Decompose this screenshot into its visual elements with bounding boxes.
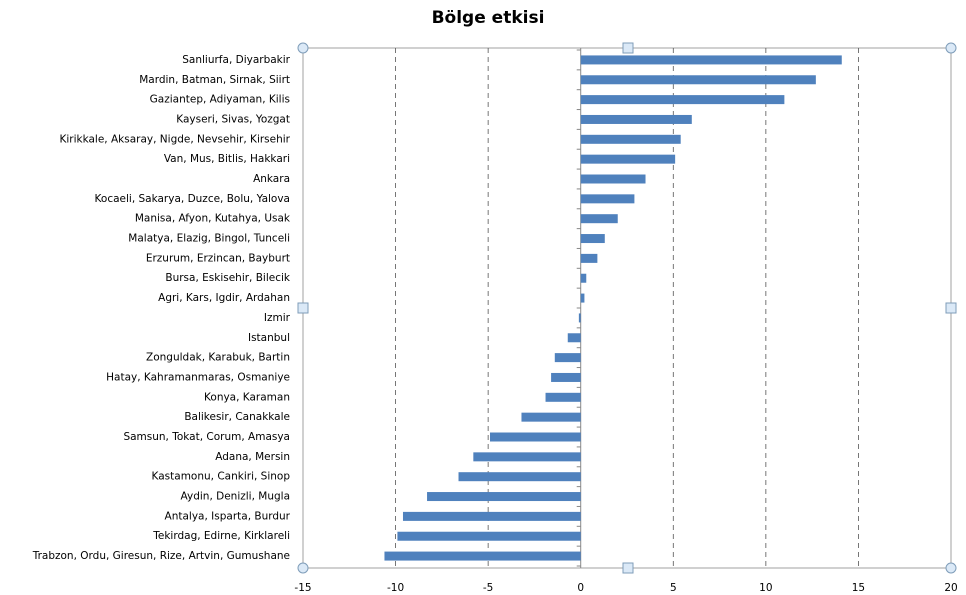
handle (297, 42, 309, 54)
y-tick-label: Aydin, Denizli, Mugla (181, 491, 290, 503)
bar (580, 194, 635, 204)
y-tick-label: Sanliurfa, Diyarbakir (182, 54, 290, 66)
y-tick-label: Antalya, Isparta, Burdur (165, 510, 291, 522)
bar (580, 75, 816, 85)
bar (580, 293, 585, 303)
bar (384, 551, 581, 561)
y-tick-label: Zonguldak, Karabuk, Bartin (146, 352, 290, 364)
bar (580, 154, 676, 164)
bar (580, 55, 842, 65)
chart-title: Bölge etkisi (432, 8, 545, 28)
handle (945, 42, 957, 54)
y-tick-label: Kayseri, Sivas, Yozgat (176, 113, 290, 125)
bar (545, 392, 581, 402)
y-tick-label: Konya, Karaman (204, 391, 290, 403)
y-tick-label: Agri, Kars, Igdir, Ardahan (158, 292, 290, 304)
handle (945, 562, 957, 574)
x-tick-label: -10 (387, 582, 404, 594)
y-tick-label: Kastamonu, Cankiri, Sinop (152, 471, 291, 483)
bar (554, 353, 581, 363)
bar (551, 372, 581, 382)
y-tick-label: Balikesir, Canakkale (184, 411, 290, 423)
y-tick-label: Kirikkale, Aksaray, Nigde, Nevsehir, Kir… (59, 133, 290, 145)
bar (580, 234, 605, 244)
bar (580, 134, 681, 144)
bar (578, 313, 581, 323)
x-tick-label: 10 (759, 582, 772, 594)
bar (402, 511, 581, 521)
y-tick-label: Ankara (253, 173, 290, 185)
chart-frame (302, 47, 952, 569)
bar (580, 214, 618, 224)
handle (622, 42, 634, 54)
x-tick-label: 20 (944, 582, 957, 594)
x-tick-label: 0 (577, 582, 584, 594)
y-tick-label: Izmir (264, 312, 291, 324)
bar (580, 95, 785, 105)
y-tick-label: Tekirdag, Edirne, Kirklareli (152, 530, 290, 542)
y-tick-label: Adana, Mersin (215, 451, 290, 463)
y-tick-label: Istanbul (248, 332, 290, 344)
bar (580, 114, 692, 124)
y-tick-label: Erzurum, Erzincan, Bayburt (146, 252, 290, 264)
bar (489, 432, 581, 442)
y-tick-label: Hatay, Kahramanmaras, Osmaniye (106, 371, 290, 383)
y-tick-label: Gaziantep, Adiyaman, Kilis (150, 94, 290, 106)
handle (945, 302, 957, 314)
y-tick-label: Bursa, Eskisehir, Bilecik (165, 272, 291, 284)
y-tick-label: Van, Mus, Bitlis, Hakkari (164, 153, 290, 165)
y-tick-label: Trabzon, Ordu, Giresun, Rize, Artvin, Gu… (32, 550, 290, 562)
x-tick-label: 15 (852, 582, 865, 594)
bar (427, 492, 581, 502)
bar (580, 253, 598, 263)
x-tick-label: -15 (294, 582, 311, 594)
handle (622, 562, 634, 574)
bar (521, 412, 581, 422)
x-tick-label: -5 (483, 582, 493, 594)
bar (580, 273, 587, 283)
y-tick-label: Samsun, Tokat, Corum, Amasya (123, 431, 290, 443)
handle (297, 562, 309, 574)
y-tick-label: Kocaeli, Sakarya, Duzce, Bolu, Yalova (95, 193, 290, 205)
x-tick-label: 5 (670, 582, 677, 594)
selection-handles (297, 42, 957, 574)
handle (297, 302, 309, 314)
y-tick-label: Manisa, Afyon, Kutahya, Usak (135, 213, 291, 225)
bar (397, 531, 581, 541)
bar (580, 174, 646, 184)
bar (473, 452, 581, 462)
bar (458, 472, 581, 482)
y-tick-label: Mardin, Batman, Sirnak, Siirt (139, 74, 290, 86)
bar (567, 333, 581, 343)
y-tick-label: Malatya, Elazig, Bingol, Tunceli (128, 233, 290, 245)
